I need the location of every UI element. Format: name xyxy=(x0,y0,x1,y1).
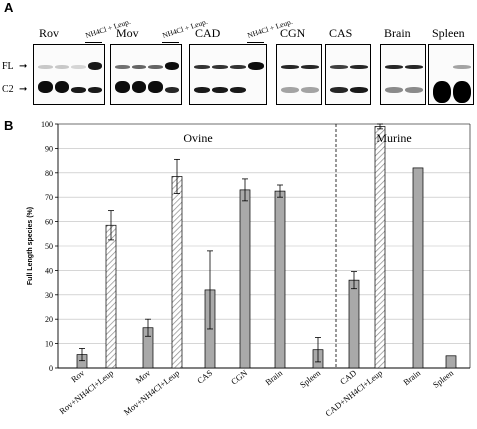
c2-band xyxy=(301,87,319,93)
y-tick-label: 90 xyxy=(45,144,53,153)
c2-band xyxy=(405,87,423,93)
bar-brain xyxy=(412,167,424,369)
category-label: Brain xyxy=(263,367,285,387)
c2-band xyxy=(38,81,53,93)
y-tick-label: 50 xyxy=(45,242,53,251)
treatment-lane-line xyxy=(85,42,102,43)
category-label: Rov xyxy=(69,367,87,384)
fl-band xyxy=(71,65,86,69)
c2-band xyxy=(230,87,246,93)
fl-band xyxy=(385,65,403,69)
y-tick-label: 30 xyxy=(45,291,53,300)
category-label: Rov+NH4Cl+Leup xyxy=(57,368,115,416)
y-tick-label: 20 xyxy=(45,315,53,324)
blot-image-spleen xyxy=(428,44,474,105)
c2-marker-label: C2 xyxy=(2,84,14,95)
category-label: Brain xyxy=(401,367,423,387)
fl-band xyxy=(453,65,471,69)
treatment-lane-line xyxy=(162,42,179,43)
category-label: Spleen xyxy=(298,367,323,390)
fl-marker-arrow: ➞ xyxy=(19,61,28,72)
y-tick-label: 40 xyxy=(45,266,53,275)
bar-chart: 0 10 20 30 40 50 60 70 80 90 100 Full Length specie… xyxy=(27,120,471,418)
blot-label-cas: CAS xyxy=(329,26,353,40)
blot-image-rov xyxy=(33,44,105,105)
fl-band xyxy=(248,62,264,70)
blot-label-brain: Brain xyxy=(384,26,411,40)
fl-marker-label: FL xyxy=(2,61,14,72)
blot-label-cad: CAD xyxy=(195,26,221,40)
bar-cgn xyxy=(239,189,251,369)
fl-band xyxy=(281,65,299,69)
fl-band xyxy=(350,65,368,69)
c2-band xyxy=(54,81,69,93)
bar-cad xyxy=(348,279,360,369)
blot-image-brain xyxy=(380,44,426,105)
bar-cad-nh4cl-leup xyxy=(374,126,386,369)
bar-spleen xyxy=(445,355,457,369)
category-label: CAS xyxy=(195,368,214,386)
bar-mov-nh4cl-leup xyxy=(171,176,183,369)
c2-band xyxy=(330,87,348,93)
y-tick-label: 80 xyxy=(45,169,53,178)
c2-band xyxy=(385,87,403,93)
panel-a-letter: A xyxy=(4,0,14,15)
fl-band xyxy=(131,65,146,69)
c2-band xyxy=(115,81,130,93)
blot-label-spleen: Spleen xyxy=(432,26,465,40)
group-label-murine: Murine xyxy=(376,131,411,145)
c2-band xyxy=(194,87,210,93)
y-tick-label: 10 xyxy=(45,340,53,349)
blot-image-mov xyxy=(110,44,182,105)
fl-band xyxy=(87,62,102,70)
c2-band xyxy=(87,87,102,93)
c2-band xyxy=(350,87,368,93)
c2-band xyxy=(131,81,146,93)
c2-band xyxy=(281,87,299,93)
fl-band xyxy=(164,62,179,70)
c2-band xyxy=(164,87,179,93)
c2-band xyxy=(433,81,451,103)
c2-band xyxy=(453,81,471,103)
y-axis-label: Full Length species (%) xyxy=(27,207,34,285)
c2-band xyxy=(71,87,86,93)
c2-band xyxy=(212,87,228,93)
fl-band xyxy=(38,65,53,69)
blot-label-cgn: CGN xyxy=(280,26,306,40)
fl-band xyxy=(405,65,423,69)
category-label: CGN xyxy=(229,368,249,387)
fl-band xyxy=(54,65,69,69)
category-label: CAD xyxy=(338,368,358,387)
fl-band xyxy=(301,65,319,69)
c2-band xyxy=(148,81,163,93)
y-tick-label: 70 xyxy=(45,193,53,202)
c2-marker-arrow: ➞ xyxy=(19,84,28,95)
category-label: Spleen xyxy=(431,367,456,390)
bar-rov-nh4cl-leup xyxy=(105,224,117,369)
treatment-lane-line xyxy=(247,42,264,43)
blot-label-mov: Mov xyxy=(116,26,139,40)
y-tick-label: 100 xyxy=(41,120,53,129)
panel-b-letter: B xyxy=(4,118,14,133)
fl-band xyxy=(330,65,348,69)
fl-band xyxy=(194,65,210,69)
blot-image-cgn xyxy=(276,44,322,105)
category-label: Mov xyxy=(133,367,152,385)
fl-band xyxy=(212,65,228,69)
fl-band xyxy=(230,65,246,69)
blot-image-cas xyxy=(325,44,371,105)
blot-label-rov: Rov xyxy=(39,26,60,40)
blot-image-cad xyxy=(189,44,267,105)
fl-band xyxy=(115,65,130,69)
group-label-ovine: Ovine xyxy=(183,131,212,145)
y-tick-label: 0 xyxy=(49,364,53,373)
y-tick-label: 60 xyxy=(45,218,53,227)
bar-brain xyxy=(274,190,286,369)
fl-band xyxy=(148,65,163,69)
